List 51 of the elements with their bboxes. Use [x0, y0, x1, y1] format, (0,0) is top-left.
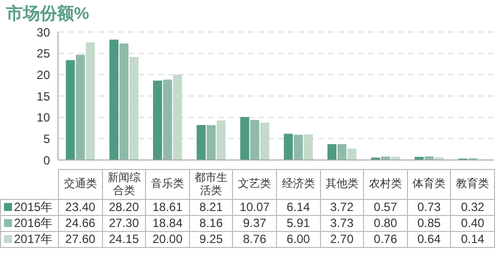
y-tick-label: 0 [43, 153, 50, 168]
data-label: 18.84 [146, 216, 190, 232]
data-label: 27.30 [102, 216, 146, 232]
data-label: 5.91 [276, 216, 320, 232]
y-tick-label: 10 [36, 110, 50, 125]
data-label: 27.60 [58, 232, 102, 248]
data-label: 10.07 [232, 200, 276, 216]
data-label: 0.73 [407, 200, 451, 216]
y-tick-label: 5 [43, 132, 50, 146]
x-tick-label: 体育类 [407, 170, 451, 200]
data-label: 0.32 [450, 200, 494, 216]
legend-label: 2016年 [0, 216, 58, 232]
data-label: 0.85 [407, 216, 451, 232]
data-label: 8.16 [189, 216, 233, 232]
data-label: 8.76 [232, 232, 276, 248]
data-label: 18.61 [146, 200, 190, 216]
legend-label: 2017年 [0, 232, 58, 248]
data-label: 8.21 [189, 200, 233, 216]
x-tick-label: 文艺类 [232, 170, 276, 200]
data-label: 28.20 [102, 200, 146, 216]
x-tick-label: 都市生活类 [189, 170, 233, 200]
x-tick-label: 农村类 [364, 170, 408, 200]
data-label: 2.70 [320, 232, 364, 248]
data-label: 0.80 [364, 216, 408, 232]
data-label: 0.57 [364, 200, 408, 216]
data-label: 0.76 [364, 232, 408, 248]
y-tick-label: 20 [36, 68, 50, 82]
x-tick-label: 音乐类 [146, 170, 190, 200]
data-label: 24.66 [58, 216, 102, 232]
y-tick-label: 15 [36, 89, 50, 104]
x-tick-label: 教育类 [450, 170, 494, 200]
y-tick-label: 30 [36, 25, 50, 40]
data-label: 9.37 [232, 216, 276, 232]
data-label: 23.40 [58, 200, 102, 216]
data-label: 6.14 [276, 200, 320, 216]
data-label: 0.40 [450, 216, 494, 232]
x-tick-label: 其他类 [320, 170, 364, 200]
data-label: 6.00 [276, 232, 320, 248]
x-tick-label: 交通类 [58, 170, 102, 200]
chart-title: 市场份额% [5, 3, 90, 24]
x-tick-label: 经济类 [276, 170, 320, 200]
data-label: 0.14 [450, 232, 494, 248]
y-tick-label: 25 [36, 46, 50, 61]
data-label: 3.72 [320, 200, 364, 216]
data-label: 24.15 [102, 232, 146, 248]
data-label: 20.00 [146, 232, 190, 248]
data-label: 3.73 [320, 216, 364, 232]
data-label: 0.64 [407, 232, 451, 248]
data-label: 9.25 [189, 232, 233, 248]
legend-label: 2015年 [0, 200, 58, 216]
x-tick-label: 新闻综合类 [102, 170, 146, 200]
